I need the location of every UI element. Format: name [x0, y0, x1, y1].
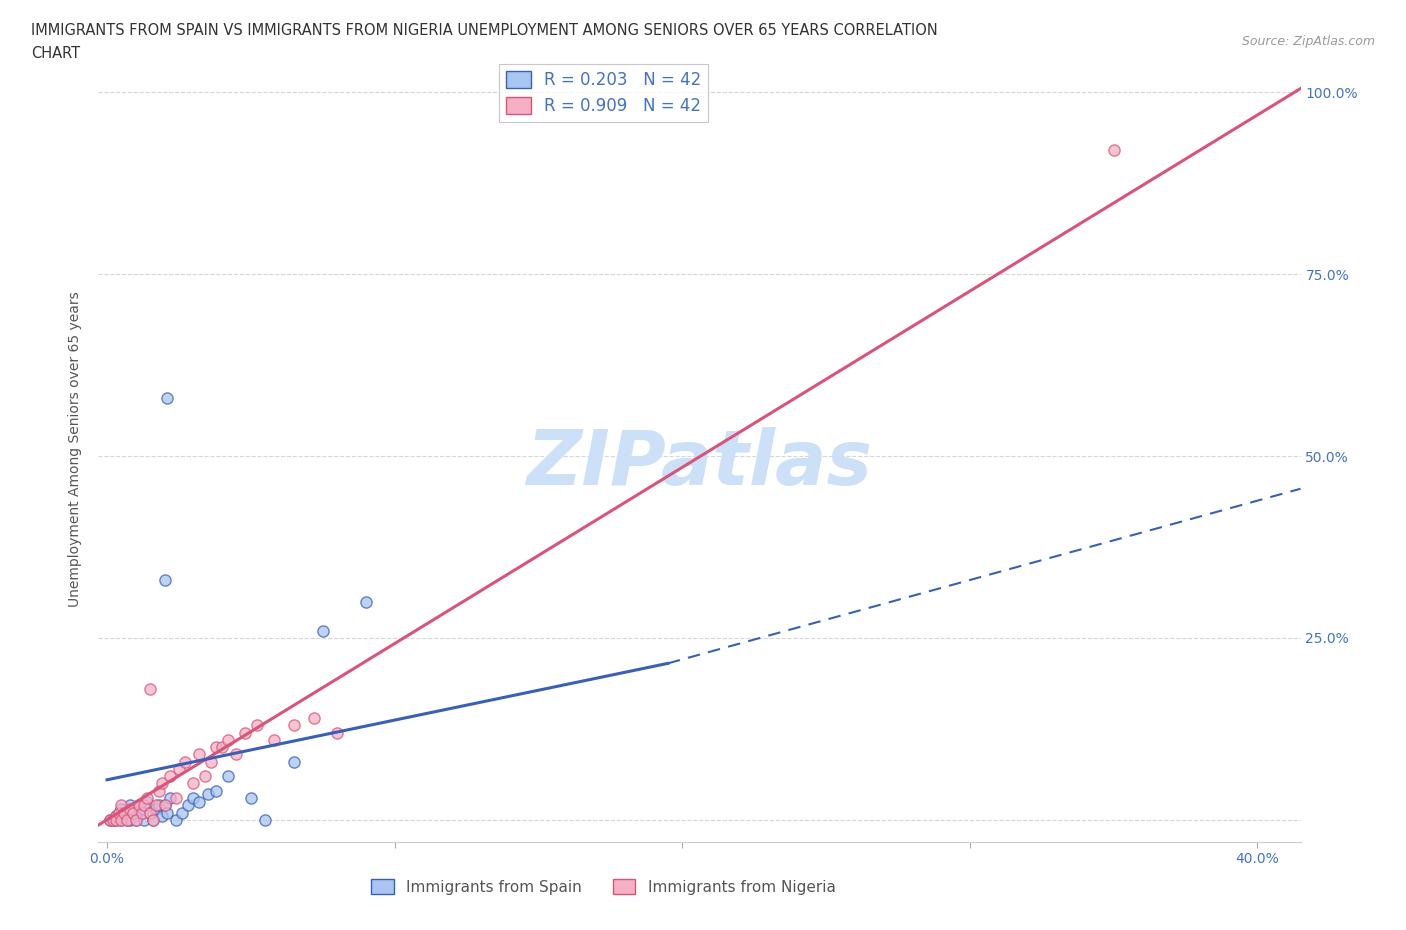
Point — [225, 747, 247, 762]
Point — [134, 798, 156, 813]
Y-axis label: Unemployment Among Seniors over 65 years: Unemployment Among Seniors over 65 years — [69, 291, 83, 606]
Text: IMMIGRANTS FROM SPAIN VS IMMIGRANTS FROM NIGERIA UNEMPLOYMENT AMONG SENIORS OVER: IMMIGRANTS FROM SPAIN VS IMMIGRANTS FROM… — [31, 23, 938, 38]
Point — [128, 798, 150, 813]
Point — [312, 623, 335, 638]
Point — [134, 813, 156, 828]
Point — [188, 794, 211, 809]
Point — [131, 805, 153, 820]
Point — [148, 783, 170, 798]
Point — [165, 813, 187, 828]
Point — [194, 769, 217, 784]
Point — [104, 809, 127, 824]
Point — [142, 813, 165, 828]
Point — [134, 802, 156, 817]
Text: ZIPatlas: ZIPatlas — [526, 428, 873, 501]
Point — [122, 805, 145, 820]
Point — [104, 813, 127, 828]
Point — [122, 805, 145, 820]
Point — [101, 813, 124, 828]
Point — [283, 718, 305, 733]
Point — [136, 790, 159, 805]
Point — [110, 813, 132, 828]
Point — [110, 798, 132, 813]
Point — [150, 776, 173, 790]
Point — [98, 813, 121, 828]
Point — [354, 594, 377, 609]
Point — [107, 805, 129, 820]
Point — [104, 809, 127, 824]
Point — [165, 790, 187, 805]
Point — [115, 813, 138, 828]
Point — [139, 805, 162, 820]
Point — [125, 813, 148, 828]
Point — [263, 732, 285, 747]
Point — [302, 711, 325, 725]
Point — [120, 802, 142, 817]
Point — [1102, 143, 1125, 158]
Point — [112, 805, 135, 820]
Point — [326, 725, 349, 740]
Point — [145, 802, 167, 817]
Point — [183, 790, 205, 805]
Point — [107, 805, 129, 820]
Point — [153, 572, 176, 587]
Point — [150, 809, 173, 824]
Point — [101, 813, 124, 828]
Point — [125, 813, 148, 828]
Point — [115, 813, 138, 828]
Point — [217, 769, 239, 784]
Point — [156, 805, 179, 820]
Point — [188, 747, 211, 762]
Point — [233, 725, 256, 740]
Point — [159, 769, 181, 784]
Legend: Immigrants from Spain, Immigrants from Nigeria: Immigrants from Spain, Immigrants from N… — [366, 872, 842, 901]
Point — [104, 813, 127, 828]
Point — [239, 790, 262, 805]
Point — [159, 790, 181, 805]
Point — [136, 794, 159, 809]
Point — [283, 754, 305, 769]
Point — [197, 787, 219, 802]
Point — [139, 682, 162, 697]
Point — [183, 776, 205, 790]
Point — [205, 783, 228, 798]
Point — [167, 762, 190, 777]
Point — [170, 805, 193, 820]
Point — [205, 739, 228, 754]
Point — [200, 754, 222, 769]
Point — [145, 798, 167, 813]
Point — [246, 718, 269, 733]
Text: Source: ZipAtlas.com: Source: ZipAtlas.com — [1241, 35, 1375, 48]
Point — [139, 805, 162, 820]
Point — [211, 739, 233, 754]
Point — [142, 813, 165, 828]
Point — [128, 798, 150, 813]
Point — [112, 805, 135, 820]
Point — [176, 798, 198, 813]
Point — [148, 798, 170, 813]
Point — [156, 391, 179, 405]
Point — [153, 798, 176, 813]
Point — [98, 813, 121, 828]
Point — [120, 798, 142, 813]
Point — [110, 813, 132, 828]
Point — [153, 798, 176, 813]
Point — [131, 805, 153, 820]
Point — [125, 809, 148, 824]
Point — [110, 802, 132, 817]
Point — [173, 754, 195, 769]
Text: CHART: CHART — [31, 46, 80, 61]
Point — [120, 813, 142, 828]
Point — [217, 732, 239, 747]
Point — [254, 813, 277, 828]
